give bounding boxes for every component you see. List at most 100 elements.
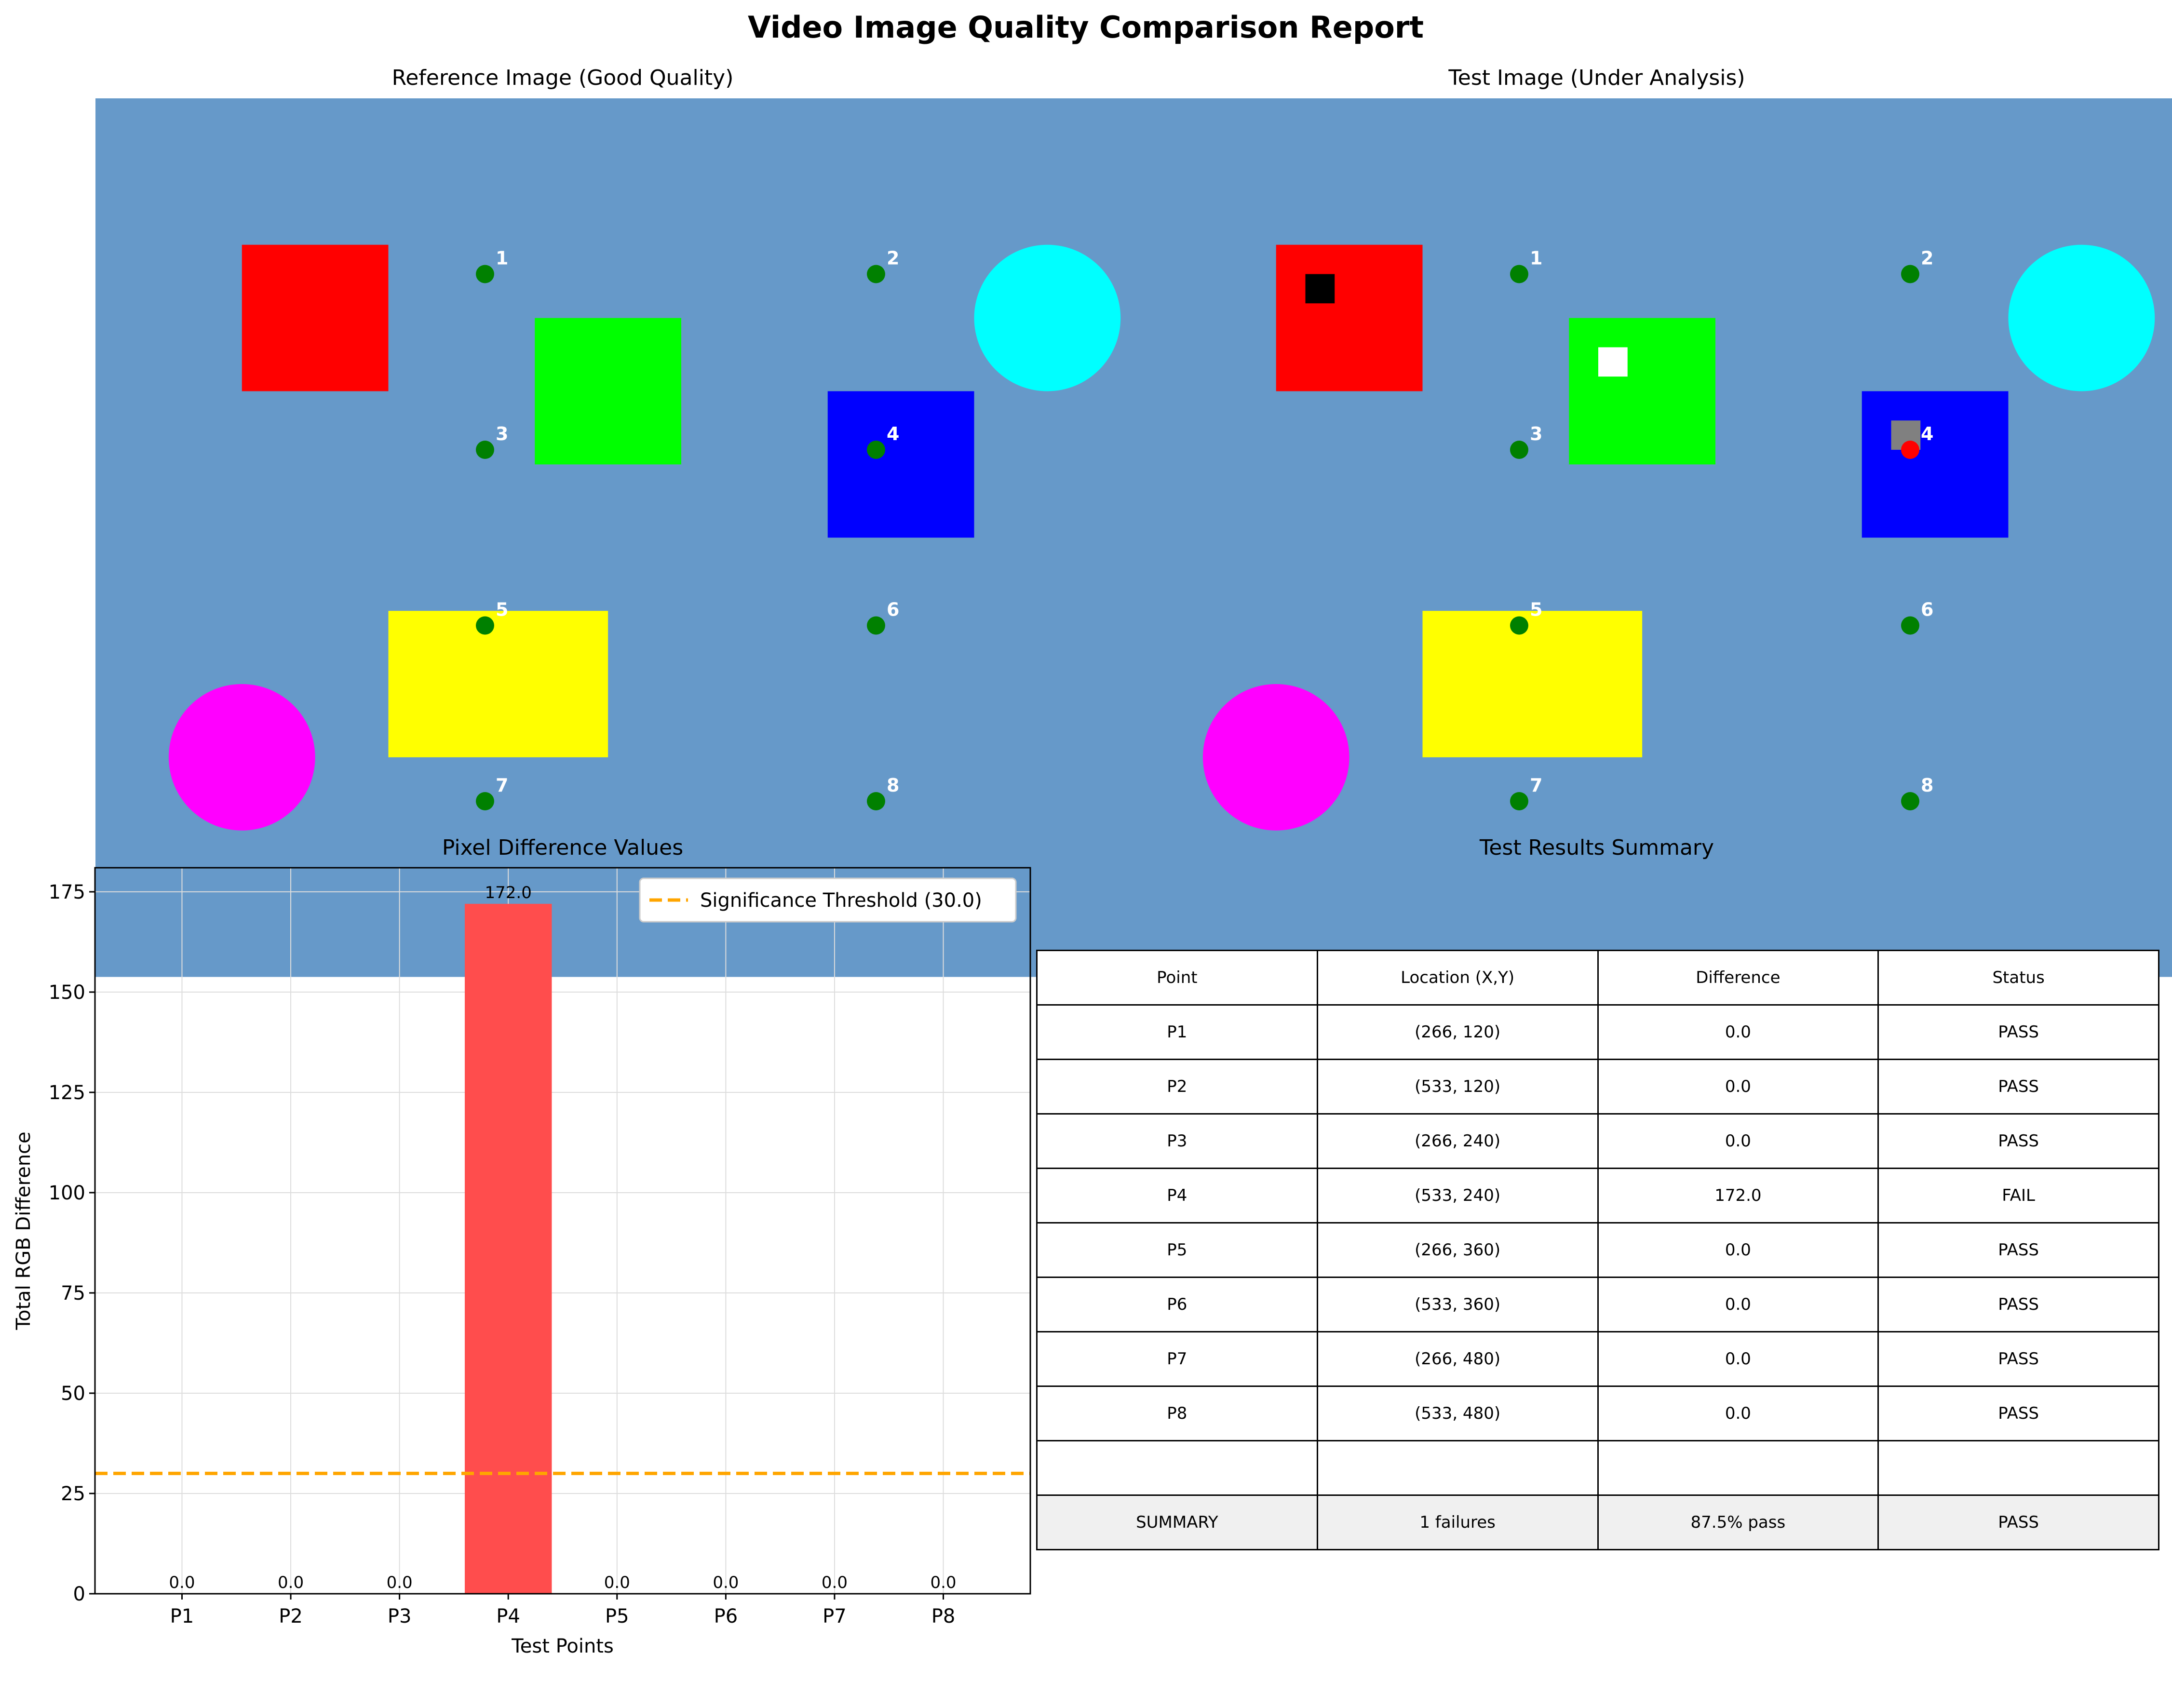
chart-title: Pixel Difference Values: [442, 835, 683, 860]
test-point-label: 1: [1530, 248, 1542, 269]
test-point-label: 6: [887, 599, 899, 620]
test-point-marker: [475, 441, 494, 459]
legend-threshold-label: Significance Threshold (30.0): [700, 889, 982, 912]
table-cell-difference: 0.0: [1597, 1222, 1879, 1278]
y-tick-label: 25: [61, 1483, 85, 1505]
y-tick-label: 0: [73, 1583, 85, 1605]
table-cell-difference: 172.0: [1597, 1168, 1879, 1224]
table-cell-status: PASS: [1877, 1331, 2159, 1387]
table-cell-status: PASS: [1877, 1277, 2159, 1332]
y-tick-label: 150: [49, 982, 85, 1004]
test-point-marker: [475, 792, 494, 810]
test-point-marker: [475, 616, 494, 635]
table-summary-row: SUMMARY 1 failures 87.5% pass PASS: [1036, 1494, 2159, 1550]
y-tick-label: 100: [49, 1182, 85, 1204]
test-point-marker: [866, 265, 885, 283]
table-cell-status: FAIL: [1877, 1168, 2159, 1224]
table-row: P7 (266, 480) 0.0 PASS: [1036, 1331, 2159, 1387]
defect-black-square: [1305, 274, 1335, 304]
table-row-empty: [1036, 1440, 2159, 1496]
table-header-row: Point Location (X,Y) Difference Status: [1036, 950, 2159, 1006]
summary-failures-cell: 1 failures: [1316, 1494, 1599, 1550]
test-point-marker: [866, 616, 885, 635]
test-point-marker: [1901, 441, 1919, 459]
table-cell-status: PASS: [1877, 1004, 2159, 1060]
yellow-rectangle: [388, 611, 608, 757]
table-cell-location: (266, 360): [1316, 1222, 1599, 1278]
x-tick-label: P6: [714, 1605, 738, 1627]
test-point-marker: [866, 792, 885, 810]
legend-box: [639, 877, 1017, 923]
x-tick-label: P4: [496, 1605, 520, 1627]
table-cell-difference: 0.0: [1597, 1331, 1879, 1387]
table-cell-location: (533, 360): [1316, 1277, 1599, 1332]
defect-white-square: [1598, 347, 1628, 377]
cyan-circle: [974, 244, 1121, 391]
test-image-panel: 1 2 3 4 5 6 7 8: [1130, 98, 2172, 977]
table-cell-difference: 0.0: [1597, 1113, 1879, 1169]
pixel-difference-chart: 0.0 0.0 0.0 172.0 0.0 0.0 0.0 0.0 0 25 50 75 100 125 1…: [13, 867, 1031, 1657]
test-point-label: 1: [496, 248, 508, 269]
table-cell-difference: 0.0: [1597, 1004, 1879, 1060]
table-header-cell: Point: [1036, 950, 1318, 1006]
blue-square: [827, 391, 974, 538]
summary-pass-rate-cell: 87.5% pass: [1597, 1494, 1879, 1550]
red-square: [242, 244, 389, 391]
magenta-circle: [168, 684, 315, 831]
table-cell-difference: 0.0: [1597, 1277, 1879, 1332]
x-tick-label: P5: [605, 1605, 629, 1627]
bar-value-label: 0.0: [822, 1573, 848, 1592]
table-cell-point: P4: [1036, 1168, 1318, 1224]
table-row: P2 (533, 120) 0.0 PASS: [1036, 1059, 2159, 1115]
table-cell-point: P7: [1036, 1331, 1318, 1387]
green-square: [535, 318, 681, 465]
x-tick-label: P3: [388, 1605, 412, 1627]
test-point-label: 4: [887, 423, 899, 444]
table-row: P5 (266, 360) 0.0 PASS: [1036, 1222, 2159, 1278]
table-cell-status: PASS: [1877, 1222, 2159, 1278]
test-point-marker: [1510, 616, 1528, 635]
results-table: Point Location (X,Y) Difference Status P…: [1036, 950, 2159, 1550]
test-point-label: 2: [1921, 248, 1933, 269]
test-point-marker: [1901, 616, 1919, 635]
table-cell-location: (533, 480): [1316, 1385, 1599, 1441]
y-tick-label: 175: [49, 881, 85, 903]
table-header-cell: Location (X,Y): [1316, 950, 1599, 1006]
test-point-label: 4: [1921, 423, 1933, 444]
table-title: Test Results Summary: [1479, 835, 1714, 860]
table-cell-point: P1: [1036, 1004, 1318, 1060]
table-row: P1 (266, 120) 0.0 PASS: [1036, 1004, 2159, 1060]
table-cell-point: P3: [1036, 1113, 1318, 1169]
x-tick-label: P7: [823, 1605, 847, 1627]
test-point-label: 8: [1921, 775, 1933, 796]
test-point-label: 5: [496, 599, 508, 620]
test-point-marker: [866, 441, 885, 459]
table-row: P3 (266, 240) 0.0 PASS: [1036, 1113, 2159, 1169]
yellow-rectangle: [1422, 611, 1643, 757]
table-cell-empty: [1316, 1440, 1599, 1496]
table-header-cell: Status: [1877, 950, 2159, 1006]
table-cell-status: PASS: [1877, 1385, 2159, 1441]
test-point-marker: [1510, 792, 1528, 810]
table-cell-point: P2: [1036, 1059, 1318, 1115]
table-cell-location: (533, 240): [1316, 1168, 1599, 1224]
table-cell-location: (266, 240): [1316, 1113, 1599, 1169]
table-cell-difference: 0.0: [1597, 1059, 1879, 1115]
test-image-title: Test Image (Under Analysis): [1448, 66, 1745, 90]
cyan-circle: [2008, 244, 2155, 391]
test-point-label: 7: [1530, 775, 1542, 796]
bar-value-label: 0.0: [604, 1573, 630, 1592]
bar-value-label: 0.0: [278, 1573, 304, 1592]
table-cell-empty: [1036, 1440, 1318, 1496]
test-point-marker: [1901, 792, 1919, 810]
x-axis-label: Test Points: [511, 1635, 614, 1657]
test-point-label: 3: [1530, 423, 1542, 444]
summary-label-cell: SUMMARY: [1036, 1494, 1318, 1550]
test-point-marker: [1901, 265, 1919, 283]
table-row: P4 (533, 240) 172.0 FAIL: [1036, 1168, 2159, 1224]
green-square: [1569, 318, 1715, 465]
table-cell-point: P5: [1036, 1222, 1318, 1278]
test-point-label: 5: [1530, 599, 1542, 620]
table-cell-status: PASS: [1877, 1113, 2159, 1169]
blue-square: [1862, 391, 2009, 538]
